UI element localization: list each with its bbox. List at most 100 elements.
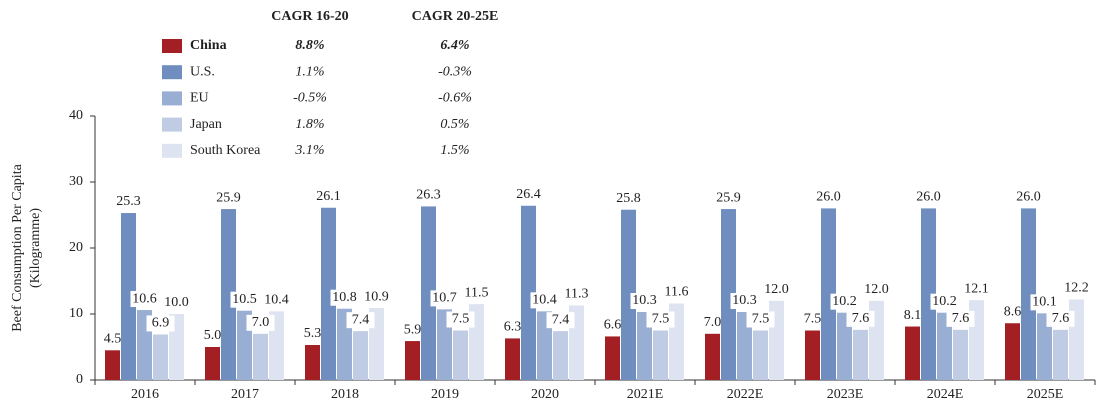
legend-cagr: 8.8% <box>295 38 324 53</box>
bar <box>505 338 520 380</box>
bar <box>905 326 920 380</box>
data-label: 10.3 <box>632 293 657 308</box>
legend-swatch <box>162 91 182 106</box>
data-label-bg <box>430 290 459 307</box>
data-label-bg <box>930 293 959 310</box>
bar <box>853 329 868 380</box>
data-label-bg <box>362 289 391 306</box>
data-label-bg <box>246 314 275 331</box>
bar <box>421 206 436 380</box>
bar <box>937 312 952 380</box>
data-label: 7.0 <box>704 315 722 330</box>
data-label: 10.6 <box>132 291 157 306</box>
legend-cagr: 1.5% <box>440 143 469 158</box>
legend-column-header: CAGR 16-20 <box>271 9 348 24</box>
legend-cagr: -0.6% <box>438 91 472 106</box>
bar <box>553 331 568 380</box>
legend-swatch <box>162 117 182 132</box>
data-label: 10.4 <box>532 293 557 308</box>
data-label: 5.9 <box>404 322 422 337</box>
bar <box>737 312 752 380</box>
bar <box>353 331 368 380</box>
bar <box>705 333 720 380</box>
bar <box>753 330 768 380</box>
data-label: 26.0 <box>816 190 841 205</box>
legend-swatch <box>162 143 182 158</box>
legend-cagr: 0.5% <box>440 117 469 132</box>
x-tick-label: 2018 <box>331 387 359 402</box>
bar <box>521 205 536 380</box>
y-tick-label: 30 <box>69 174 83 189</box>
x-tick-label: 2025E <box>1027 387 1064 402</box>
bar <box>105 350 120 380</box>
bar <box>405 341 420 380</box>
data-label: 12.2 <box>1064 281 1089 296</box>
data-label: 7.6 <box>852 311 870 326</box>
legend-cagr: 6.4% <box>440 38 469 53</box>
data-label-bg <box>862 281 891 298</box>
data-label-bg <box>546 312 575 329</box>
data-label: 25.3 <box>116 194 141 209</box>
legend-swatch <box>162 65 182 80</box>
data-label: 6.9 <box>152 316 170 331</box>
data-label-bg <box>262 292 291 309</box>
bar <box>837 312 852 380</box>
data-label: 12.0 <box>864 282 889 297</box>
data-label-bg <box>1046 310 1075 327</box>
data-label-bg <box>130 291 159 308</box>
x-tick-label: 2020 <box>531 387 559 402</box>
x-tick-label: 2016 <box>131 387 159 402</box>
x-tick-label: 2024E <box>927 387 964 402</box>
x-tick-label: 2022E <box>727 387 764 402</box>
data-label-bg <box>946 310 975 327</box>
legend-cagr: -0.3% <box>438 64 472 79</box>
data-label: 5.0 <box>204 328 222 343</box>
data-label: 10.8 <box>332 290 357 305</box>
data-label: 10.2 <box>832 294 857 309</box>
bar <box>1053 329 1068 380</box>
data-label-bg <box>462 285 491 302</box>
x-tick-label: 2021E <box>627 387 664 402</box>
bar <box>1005 323 1020 380</box>
bar <box>153 334 168 380</box>
x-tick-label: 2023E <box>827 387 864 402</box>
legend-label: Japan <box>190 117 222 132</box>
data-label-bg <box>1030 294 1059 311</box>
data-label: 10.1 <box>1032 295 1057 310</box>
bar <box>605 336 620 380</box>
data-label: 12.0 <box>764 282 789 297</box>
legend-label: EU <box>190 91 209 106</box>
data-label-bg <box>762 281 791 298</box>
bar <box>305 345 320 380</box>
data-label: 7.4 <box>552 312 570 327</box>
legend-cagr: 1.8% <box>295 117 324 132</box>
data-label: 10.4 <box>264 293 289 308</box>
data-label: 4.5 <box>104 332 122 347</box>
y-tick-label: 10 <box>69 306 83 321</box>
data-label: 10.3 <box>732 293 757 308</box>
data-label: 11.6 <box>665 285 689 300</box>
bar <box>453 330 468 380</box>
bar <box>805 330 820 380</box>
x-tick-label: 2019 <box>431 387 459 402</box>
bar <box>821 208 836 380</box>
bar <box>205 347 220 380</box>
data-label-bg <box>1062 280 1091 297</box>
data-label: 10.9 <box>364 289 389 304</box>
data-label: 26.4 <box>516 187 541 202</box>
legend-label: U.S. <box>190 64 215 79</box>
legend-column-header: CAGR 20-25E <box>412 9 499 24</box>
bar <box>1037 313 1052 380</box>
data-label: 7.5 <box>804 312 822 327</box>
data-label: 26.0 <box>916 190 941 205</box>
y-tick-label: 0 <box>76 372 83 387</box>
data-label: 5.3 <box>304 326 322 341</box>
data-label-bg <box>846 310 875 327</box>
data-label: 7.5 <box>652 312 670 327</box>
bar <box>953 329 968 380</box>
bar <box>653 330 668 380</box>
y-tick-label: 40 <box>69 108 83 123</box>
data-label-bg <box>330 289 359 306</box>
